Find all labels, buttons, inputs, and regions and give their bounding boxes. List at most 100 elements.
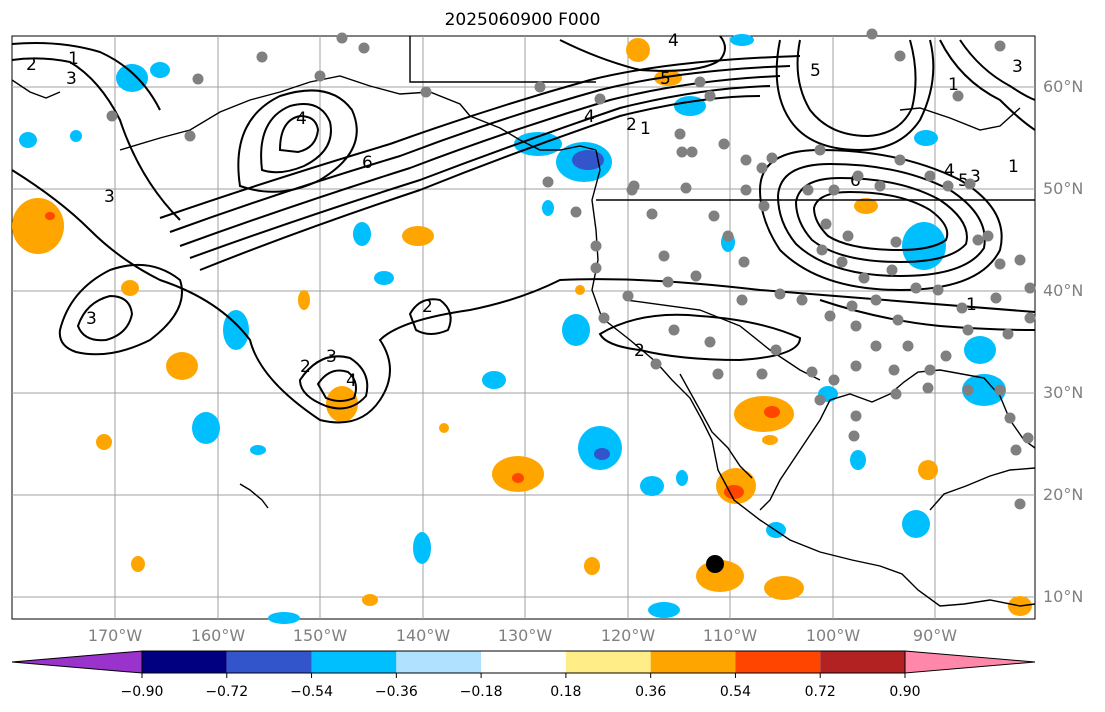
station-dot (1024, 282, 1036, 294)
contour-label: 1 (1008, 157, 1019, 177)
contour-label: 5 (958, 171, 969, 191)
gulf-coast (759, 369, 1036, 511)
contour-line (298, 355, 369, 410)
station-dot (192, 73, 204, 85)
colorbar-segment (142, 651, 227, 673)
contour-line (939, 39, 1036, 131)
colorbar-extend-high (904, 650, 1036, 674)
colorbar-tick-label: −0.90 (120, 684, 164, 700)
fill-blob (764, 406, 780, 418)
fill-blob (121, 280, 139, 296)
station-dot (956, 302, 968, 314)
latitude-label: 10°N (1043, 587, 1084, 606)
colorbar-segment (311, 651, 397, 673)
station-dot (842, 230, 854, 242)
station-dot (758, 200, 770, 212)
station-dot (668, 324, 680, 336)
storm-marker (706, 555, 724, 573)
latitude-label: 30°N (1043, 383, 1084, 402)
station-dot (850, 320, 862, 332)
colorbar (11, 650, 1036, 678)
alaska-coast (469, 115, 597, 151)
station-markers (106, 28, 1036, 510)
station-dot (690, 270, 702, 282)
contour-label: 2 (300, 357, 311, 377)
station-dot (972, 234, 984, 246)
contour-label: 2 (634, 341, 645, 361)
fill-blob (542, 200, 554, 216)
fill-blob (914, 130, 938, 146)
contour-label: 4 (296, 109, 307, 129)
graticule (12, 36, 1035, 619)
contour-line (408, 298, 452, 335)
station-dot (816, 244, 828, 256)
contour-line (794, 176, 968, 264)
station-dot (1014, 498, 1026, 510)
contour-label: 2 (626, 115, 637, 135)
station-dot (870, 340, 882, 352)
fill-blob (482, 371, 506, 389)
station-dot (806, 366, 818, 378)
fill-blob (250, 445, 266, 455)
contour-line (58, 263, 183, 356)
fill-blob (298, 290, 310, 310)
fill-blob (734, 396, 794, 432)
station-dot (1024, 312, 1036, 324)
fill-blob (413, 532, 431, 564)
station-dot (962, 324, 974, 336)
colorbar-segment (735, 651, 821, 673)
colorbar-segment (565, 651, 651, 673)
station-dot (924, 170, 936, 182)
contour-label: 1 (640, 119, 651, 139)
station-dot (866, 28, 878, 40)
colorbar-segment (481, 651, 566, 673)
station-dot (650, 358, 662, 370)
station-dot (686, 146, 698, 158)
contour-label: 4 (346, 371, 357, 391)
colorbar-segment (650, 651, 736, 673)
station-dot (940, 350, 952, 362)
station-dot (820, 218, 832, 230)
station-dot (1014, 254, 1026, 266)
contour-label: 1 (68, 49, 79, 69)
anomaly-fill (12, 34, 1032, 624)
fill-blob (676, 470, 688, 486)
fill-blob (730, 34, 754, 46)
station-dot (1002, 328, 1014, 340)
us-mexico-border (625, 299, 821, 381)
station-dot (314, 70, 326, 82)
fill-blob (374, 271, 394, 285)
station-dot (848, 430, 860, 442)
contour-label: 4 (584, 107, 595, 127)
colorbar-segment (820, 651, 905, 673)
fill-blob (268, 612, 300, 624)
contour-label: 4 (944, 161, 955, 181)
contour-label: 3 (66, 69, 77, 89)
contour-line (260, 103, 332, 174)
colorbar-extend-low (11, 650, 143, 674)
station-dot (712, 368, 724, 380)
station-dot (590, 262, 602, 274)
fill-blob (19, 132, 37, 148)
station-dot (886, 264, 898, 276)
fill-blob (572, 150, 604, 170)
contour-label: 1 (966, 295, 977, 315)
contour-label: 3 (86, 309, 97, 329)
longitude-label: 90°W (912, 626, 958, 645)
station-dot (850, 410, 862, 422)
fill-blob (594, 448, 610, 460)
longitude-label: 150°W (292, 626, 348, 645)
latitude-label: 50°N (1043, 179, 1084, 198)
contour-line (237, 89, 358, 193)
station-dot (932, 284, 944, 296)
fill-blob (116, 64, 148, 92)
fill-blob (918, 460, 938, 480)
station-dot (704, 336, 716, 348)
fill-blob (578, 426, 622, 470)
fill-blob (96, 434, 112, 450)
station-dot (902, 340, 914, 352)
contour-label: 5 (810, 61, 821, 81)
latitude-label: 40°N (1043, 281, 1084, 300)
station-dot (622, 290, 634, 302)
fill-blob (964, 336, 996, 364)
